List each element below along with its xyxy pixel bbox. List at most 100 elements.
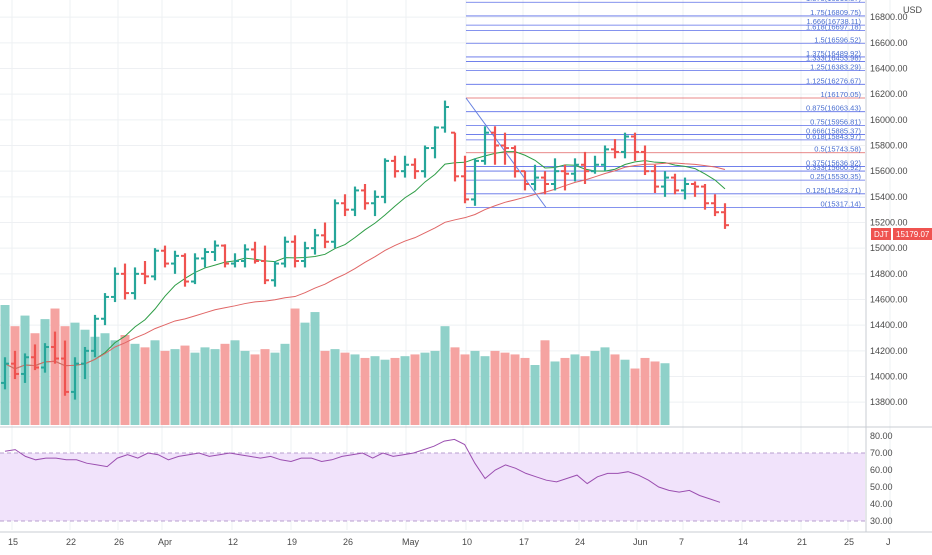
volume-bar xyxy=(270,352,280,425)
volume-bar xyxy=(320,350,330,425)
fib-level-label: 0.75(15956.81) xyxy=(810,117,861,126)
rsi-tick-label: 50.00 xyxy=(870,482,893,492)
ohlc-bar xyxy=(691,181,699,197)
fib-level-label: 0.333(15600.92) xyxy=(806,163,862,172)
volume-bar xyxy=(380,359,390,425)
ohlc-bar xyxy=(471,158,479,206)
ohlc-bar xyxy=(121,263,129,300)
volume-bar xyxy=(180,345,190,425)
volume-bar xyxy=(460,354,470,425)
price-tick-label: 15000.00 xyxy=(870,243,908,253)
ohlc-bar xyxy=(291,235,299,268)
fib-level-label: 0(15317.14) xyxy=(821,199,862,208)
ohlc-bar xyxy=(451,131,459,182)
ohlc-bar xyxy=(311,228,319,255)
ohlc-bar xyxy=(551,158,559,191)
ohlc-bar xyxy=(331,199,339,249)
ohlc-bar xyxy=(181,253,189,287)
ohlc-bar xyxy=(191,253,199,285)
fib-level-label: 1.875(16916.37) xyxy=(806,0,862,3)
ohlc-bar xyxy=(561,164,569,191)
ohlc-bar xyxy=(671,173,679,195)
ohlc-bar xyxy=(161,245,169,268)
volume-bar xyxy=(590,350,600,425)
fib-level-label: 1.125(16276.67) xyxy=(806,76,862,85)
ohlc-bar xyxy=(151,248,159,281)
ohlc-bar xyxy=(211,240,219,261)
volume-bar xyxy=(390,357,400,425)
volume-bar xyxy=(640,357,650,425)
volume-bar xyxy=(250,354,260,425)
ohlc-bar xyxy=(101,293,109,326)
ohlc-bar xyxy=(381,158,389,204)
volume-bar xyxy=(430,350,440,425)
date-tick-label: 10 xyxy=(462,537,472,547)
ohlc-bar xyxy=(21,353,29,383)
volume-bar xyxy=(360,357,370,425)
volume-bar xyxy=(160,350,170,425)
rsi-series-line xyxy=(4,438,721,503)
price-tick-label: 16800.00 xyxy=(870,12,908,22)
ohlc-bar xyxy=(51,331,59,364)
ohlc-bar xyxy=(201,248,209,268)
ohlc-bar xyxy=(421,145,429,178)
volume-bar xyxy=(500,352,510,425)
ohlc-bar xyxy=(11,350,19,380)
volume-bars xyxy=(0,305,670,425)
ohlc-bar xyxy=(491,126,499,165)
volume-bar xyxy=(550,361,560,425)
ohlc-bar xyxy=(251,241,259,264)
ohlc-bar xyxy=(61,340,69,396)
date-tick-label: Apr xyxy=(158,537,172,547)
ohlc-bar xyxy=(391,155,399,178)
volume-bar xyxy=(310,312,320,425)
fib-level-label: 1(16170.05) xyxy=(821,90,862,99)
volume-bar xyxy=(110,340,120,425)
fib-level-label: 0.25(15530.35) xyxy=(810,172,861,181)
volume-bar xyxy=(490,350,500,425)
ohlc-bar xyxy=(571,158,579,182)
volume-bar xyxy=(650,361,660,425)
price-tick-label: 14000.00 xyxy=(870,372,908,382)
volume-bar xyxy=(30,333,40,425)
price-tick-label: 13800.00 xyxy=(870,397,908,407)
volume-bar xyxy=(620,359,630,425)
fib-level-label: 1.333(16453.98) xyxy=(806,54,862,63)
ohlc-bar xyxy=(321,222,329,249)
price-tick-label: 15200.00 xyxy=(870,218,908,228)
date-tick-label: 12 xyxy=(228,537,238,547)
ohlc-bar xyxy=(601,145,609,172)
currency-label: USD xyxy=(903,5,923,15)
ohlc-bar xyxy=(591,155,599,174)
ohlc-bar xyxy=(681,177,689,200)
volume-bar xyxy=(170,349,180,425)
volume-bar xyxy=(580,356,590,425)
ohlc-bar xyxy=(431,126,439,159)
ma-slow-line xyxy=(4,162,726,370)
volume-bar xyxy=(530,365,540,425)
volume-bar xyxy=(480,356,490,425)
volume-bar xyxy=(210,349,220,425)
ohlc-bar xyxy=(31,344,39,371)
ohlc-bar xyxy=(351,186,359,217)
ohlc-bar xyxy=(1,357,9,390)
volume-bar xyxy=(520,357,530,425)
fib-level-label: 1.666(16738.11) xyxy=(807,17,862,26)
volume-bar xyxy=(130,343,140,425)
volume-bar xyxy=(540,340,550,425)
ohlc-bar xyxy=(661,171,669,197)
ohlc-bar xyxy=(261,245,269,285)
ohlc-bar xyxy=(411,158,419,179)
volume-bar xyxy=(220,343,230,425)
ohlc-bar xyxy=(461,155,469,204)
ohlc-bar xyxy=(241,244,249,268)
ohlc-bar xyxy=(711,194,719,217)
fib-level-label: 1.375(16489.92) xyxy=(806,49,862,58)
last-price-tag: 15179.07 xyxy=(893,228,932,240)
date-tick-label: May xyxy=(402,537,420,547)
volume-bar xyxy=(350,354,360,425)
volume-bar xyxy=(260,349,270,425)
ohlc-bar xyxy=(401,155,409,178)
